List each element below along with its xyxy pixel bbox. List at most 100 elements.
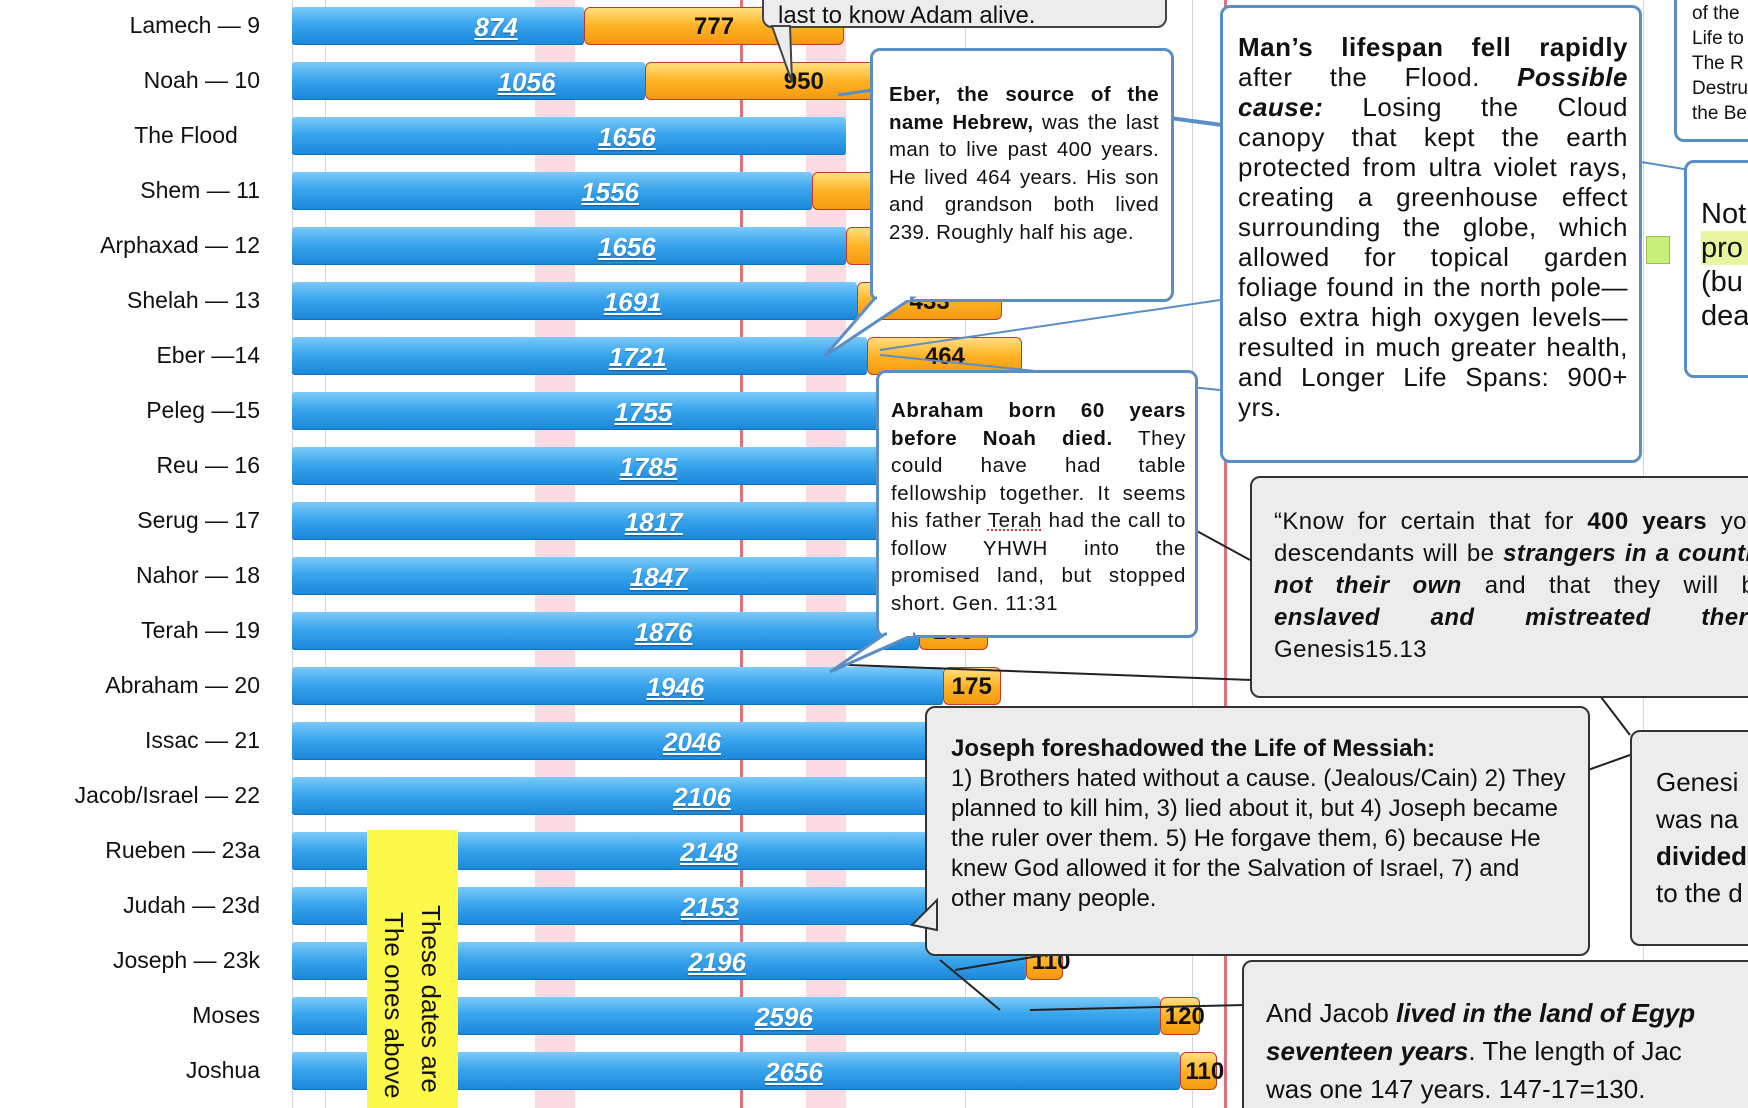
connector-line (1029, 1004, 1246, 1011)
row-label: Arphaxad — 12 (100, 232, 260, 258)
connector-line (939, 959, 1001, 1011)
row-label: Issac — 21 (144, 727, 260, 753)
year-label: 1656 (597, 122, 656, 152)
abraham-callout-body1: They could have had table fellowship tog… (891, 426, 1186, 533)
lifespan-label: 464 (924, 343, 965, 370)
year-bar (292, 557, 910, 595)
flood-callout-text: Man’s lifespan fell rapidly after the Fl… (1238, 32, 1628, 422)
top-right-line: Destru (1692, 78, 1748, 99)
genesis-15-bold: 400 years (1587, 508, 1708, 535)
year-bar (292, 392, 879, 430)
year-label: 874 (474, 12, 518, 42)
row-label: Shem — 11 (140, 177, 260, 203)
mid-right-line: pro (1701, 231, 1748, 265)
year-bar (292, 667, 943, 705)
abraham-callout-text: Abraham born 60 years before Noah died. … (891, 397, 1186, 617)
adam-callout-text: last to know Adam alive. (778, 2, 1036, 29)
year-label: 1817 (624, 507, 683, 537)
green-marker (1646, 236, 1670, 264)
row-label: Rueben — 23a (105, 837, 260, 863)
year-bar (292, 62, 646, 100)
year-label: 2596 (754, 1002, 813, 1032)
jacob-bold: seventeen years (1266, 1036, 1469, 1066)
year-bar (292, 227, 846, 265)
year-bar (292, 612, 920, 650)
row-label: Lamech — 9 (129, 12, 260, 38)
mid-right-line: Not (1701, 198, 1747, 230)
flood-callout: Man’s lifespan fell rapidly after the Fl… (1220, 5, 1642, 463)
jacob-callout: And Jacob lived in the land of Egyp seve… (1242, 960, 1748, 1108)
joseph-callout-body: 1) Brothers hated without a cause. (Jeal… (951, 765, 1566, 912)
year-bar (292, 172, 813, 210)
row-label: Moses (192, 1002, 260, 1028)
year-bar (292, 502, 900, 540)
connector-line (879, 299, 1221, 351)
year-label: 1556 (581, 177, 639, 207)
red-reference-line (1224, 0, 1227, 1108)
year-label: 2148 (680, 837, 738, 867)
mid-right-text: Not pro (bu dea (1701, 197, 1748, 333)
row-label: Shelah — 13 (127, 287, 260, 313)
flood-callout-em: Possible cause: (1238, 62, 1628, 122)
jacob-part: And Jacob (1266, 998, 1397, 1028)
row-label: Terah — 19 (141, 617, 260, 643)
row-label: The Flood (134, 122, 238, 148)
mid-right-line: dea (1701, 300, 1748, 332)
row-label: Serug — 17 (137, 507, 260, 533)
year-bar (292, 447, 889, 485)
connector-line (1587, 754, 1631, 771)
year-bar (292, 282, 858, 320)
grid-line (292, 0, 293, 1108)
row-label: Reu — 16 (156, 452, 260, 478)
year-label: 2196 (688, 947, 746, 977)
yellow-note-line1: These dates are (416, 905, 446, 1093)
genesis-15-part: Genesis15.13 (1274, 636, 1427, 663)
row-label: Judah — 23d (123, 892, 260, 918)
row-label: Joshua (185, 1057, 260, 1083)
flood-callout-body: Losing the Cloud canopy that kept the ea… (1238, 92, 1628, 422)
row-label: Jacob/Israel — 22 (74, 782, 260, 808)
genesis-fragment-callout: Genesi was na divided to the d (1630, 730, 1748, 946)
genesis-fragment-text: Genesi was na divided to the d (1656, 764, 1747, 912)
row-label: Noah — 10 (143, 67, 260, 93)
year-label: 2106 (673, 782, 731, 812)
top-right-line: the Be (1692, 103, 1747, 124)
eber-callout-bold: Eber, the source of the name Hebrew, (889, 83, 1159, 134)
top-right-text: of the Life to The R Destru the Be (1692, 1, 1748, 126)
year-bar (292, 117, 846, 155)
connector-line (847, 664, 1253, 681)
jacob-callout-text: And Jacob lived in the land of Egyp seve… (1266, 994, 1748, 1108)
genesis-fragment-line: Genesi (1656, 767, 1739, 797)
row-label: Eber —14 (156, 342, 260, 368)
terah-word: Terah (987, 509, 1043, 532)
red-reference-line (740, 0, 743, 1108)
genesis-fragment-line: was na (1656, 804, 1739, 834)
eber-callout: Eber, the source of the name Hebrew, was… (870, 48, 1174, 302)
row-label: Peleg —15 (146, 397, 260, 423)
year-bar (292, 722, 976, 760)
year-label: 1946 (646, 672, 705, 702)
genesis-15-callout: “Know for certain that for 400 years you… (1250, 476, 1748, 698)
year-label: 1691 (603, 287, 662, 317)
joseph-callout: Joseph foreshadowed the Life of Messiah:… (925, 706, 1590, 956)
flood-callout-mid: after the Flood. (1238, 62, 1518, 92)
row-label: Nahor — 18 (135, 562, 260, 588)
year-label: 1656 (597, 232, 656, 262)
abraham-callout-body2: had the call to follow YHWH into the pro… (891, 509, 1186, 615)
joseph-callout-title: Joseph foreshadowed the Life of Messiah: (951, 735, 1436, 762)
year-label: 1847 (629, 562, 688, 592)
top-right-callout: of the Life to The R Destru the Be (1674, 0, 1748, 142)
connector-line (1640, 161, 1691, 171)
year-label: 2046 (663, 727, 721, 757)
year-label: 1876 (634, 617, 693, 647)
mid-right-line: (bu (1701, 266, 1743, 298)
genesis-15-text: “Know for certain that for 400 years you… (1274, 506, 1748, 666)
lifespan-bar (1179, 1052, 1217, 1090)
lifespan-label: 175 (951, 673, 992, 700)
